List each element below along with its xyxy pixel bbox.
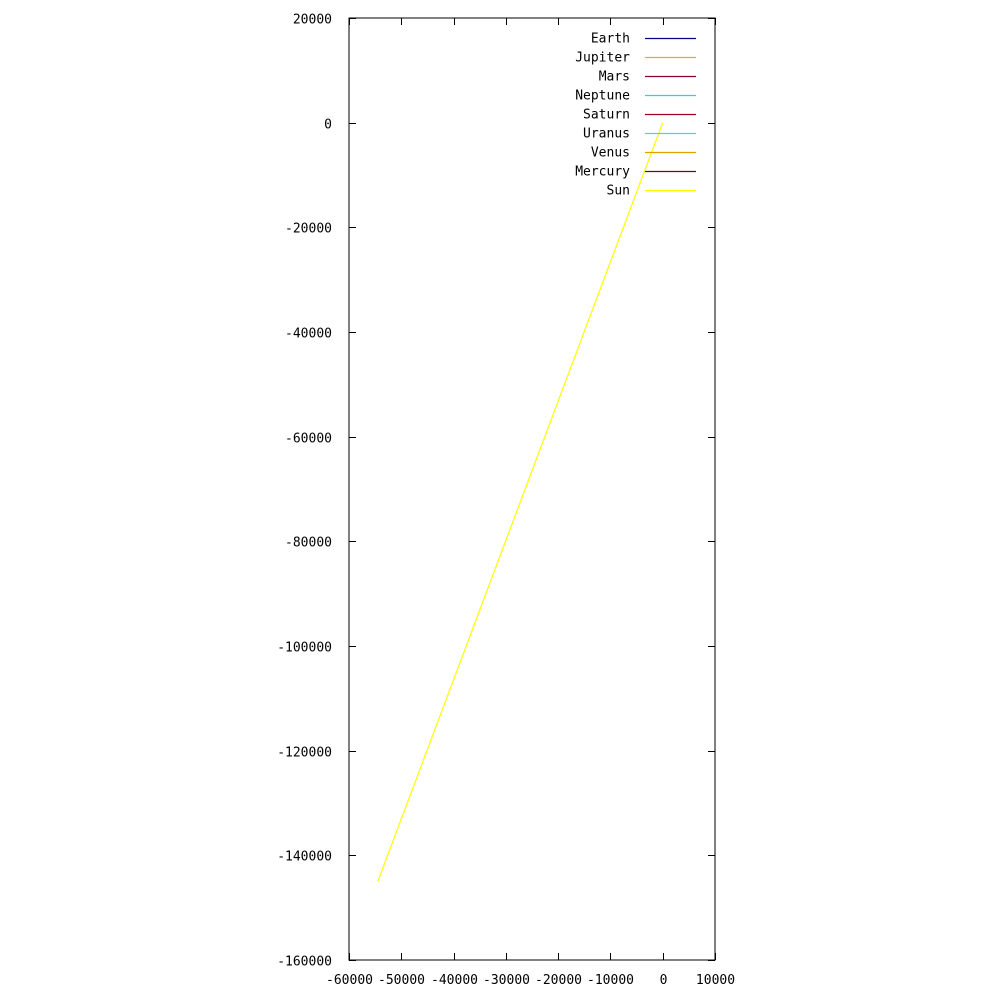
plot-frame xyxy=(348,17,716,961)
y-tick-label: 0 xyxy=(324,118,332,133)
series-layer xyxy=(377,122,664,882)
y-tick-label: -140000 xyxy=(277,850,332,865)
legend-label-neptune: Neptune xyxy=(575,89,630,104)
plot-axes: 200000-20000-40000-60000-80000-100000-12… xyxy=(277,13,735,989)
x-tick-label: -30000 xyxy=(483,973,530,988)
y-tick-label: -40000 xyxy=(285,327,332,342)
y-tick-label: -160000 xyxy=(277,955,332,970)
y-tick-label: -80000 xyxy=(285,536,332,551)
x-tick-label: -10000 xyxy=(587,973,634,988)
y-tick-label: -100000 xyxy=(277,641,332,656)
legend-label-sun: Sun xyxy=(607,184,630,199)
legend-label-jupiter: Jupiter xyxy=(575,51,630,66)
x-tick-label: -50000 xyxy=(378,973,425,988)
x-tick-label: -40000 xyxy=(431,973,478,988)
y-tick-label: -20000 xyxy=(285,222,332,237)
legend-label-mercury: Mercury xyxy=(575,165,630,180)
x-tick-label: -20000 xyxy=(535,973,582,988)
legend-label-saturn: Saturn xyxy=(583,108,630,123)
legend-label-earth: Earth xyxy=(591,32,630,47)
y-tick-label: 20000 xyxy=(293,13,332,28)
y-tick-label: -120000 xyxy=(277,746,332,761)
series-line-sun xyxy=(377,122,664,882)
legend: Earth Jupiter Mars Neptune Saturn Uranus Venus… xyxy=(575,32,696,199)
legend-label-uranus: Uranus xyxy=(583,127,630,142)
x-tick-label: -60000 xyxy=(326,973,373,988)
y-tick-label: -60000 xyxy=(285,432,332,447)
legend-label-venus: Venus xyxy=(591,146,630,161)
legend-label-mars: Mars xyxy=(599,70,630,85)
x-tick-label: 0 xyxy=(660,973,668,988)
x-tick-label: 10000 xyxy=(696,973,735,988)
